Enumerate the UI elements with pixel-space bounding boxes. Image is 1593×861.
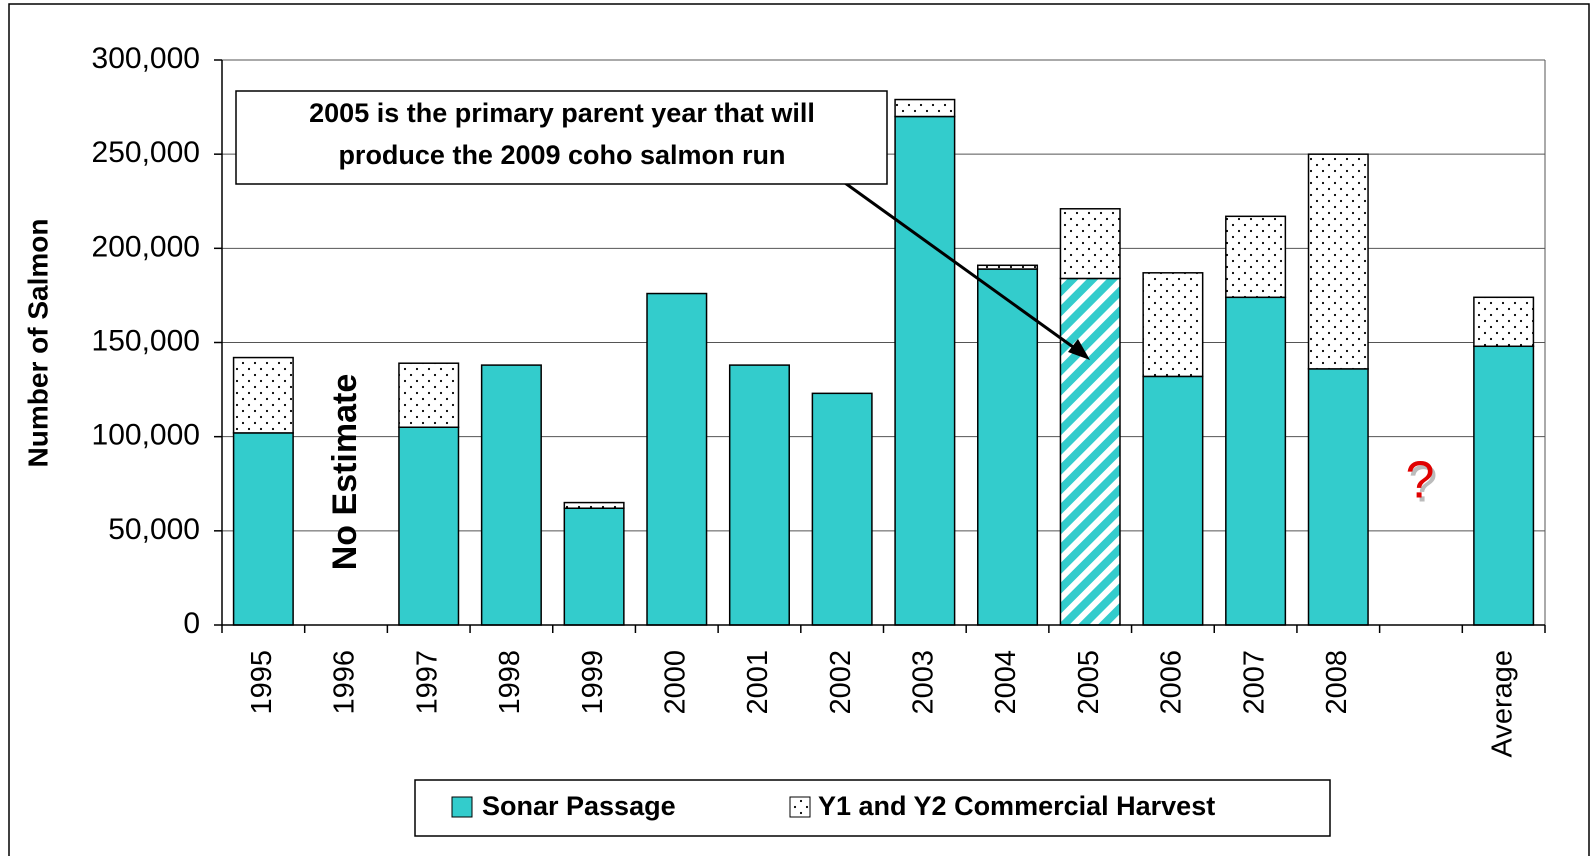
x-tick-label: 1997: [411, 650, 443, 715]
bar-segment: [1142, 272, 1204, 378]
x-tick-label: 2004: [990, 650, 1022, 715]
y-tick-label: 200,000: [92, 230, 200, 263]
y-tick-label: 250,000: [92, 136, 200, 169]
legend-swatch: [451, 796, 473, 818]
bar-segment: [1307, 153, 1369, 370]
x-tick-label: 2000: [659, 650, 691, 715]
bar-segment: [977, 264, 1039, 270]
annotation-line: 2005 is the primary parent year that wil…: [309, 98, 815, 128]
bar-segment: [563, 501, 625, 509]
legend-box: [414, 779, 1331, 837]
x-tick-label: 2005: [1073, 650, 1105, 715]
x-tick-label: 1999: [577, 650, 609, 715]
y-tick-label: 100,000: [92, 419, 200, 452]
question-shadow: ?: [1409, 456, 1438, 514]
x-tick-label: 2007: [1238, 650, 1270, 715]
y-tick-label: 50,000: [108, 513, 200, 546]
annotation-box: [235, 90, 888, 185]
legend: Sonar Passage Y1 and Y2 Commercial Harve…: [414, 779, 1331, 837]
legend-swatch: [789, 796, 811, 818]
x-tick-label: 1998: [494, 650, 526, 715]
bar-segment: [646, 292, 708, 626]
annotation: 2005 is the primary parent year that wil…: [235, 90, 1090, 360]
bar-segment: [398, 426, 460, 626]
bar-segment: [1473, 345, 1535, 626]
y-tick-label: 150,000: [92, 324, 200, 357]
x-tick-label: Average: [1486, 650, 1518, 758]
y-axis-label: Number of Salmon: [22, 219, 53, 468]
bar-segment: [232, 432, 294, 626]
y-tick-label: 300,000: [92, 42, 200, 75]
bar-segment: [1059, 277, 1121, 626]
legend-label: Y1 and Y2 Commercial Harvest: [818, 791, 1215, 821]
bar-segment: [1142, 375, 1204, 626]
x-tick-label: 2003: [908, 650, 940, 715]
bar-segment: [811, 392, 873, 626]
no-estimate-label: No Estimate: [326, 374, 364, 571]
annotation-line: produce the 2009 coho salmon run: [338, 140, 785, 170]
bar-segment: [563, 507, 625, 626]
bar-segment: [977, 268, 1039, 626]
y-tick-label: 0: [183, 607, 200, 640]
frame: [8, 3, 1590, 861]
bar-segment: [1473, 296, 1535, 348]
bar-segment: [480, 364, 542, 626]
bar-segment: [1225, 215, 1287, 299]
x-tick-label: 2008: [1321, 650, 1353, 715]
bar-segment: [398, 362, 460, 429]
x-tick-label: 2002: [825, 650, 857, 715]
bar-segment: [1225, 296, 1287, 626]
x-tick-label: 2006: [1156, 650, 1188, 715]
bar-segment: [1059, 208, 1121, 280]
bar-segment: [894, 98, 956, 118]
x-tick-label: 1996: [329, 650, 361, 715]
x-tick-label: 1995: [246, 650, 278, 715]
annotation-arrow: [844, 181, 1081, 354]
legend-label: Sonar Passage: [482, 791, 676, 821]
bar-segment: [728, 364, 790, 626]
question-mark: ?: [1406, 452, 1435, 510]
arrowhead: [1068, 339, 1090, 360]
bar-segment: [1307, 368, 1369, 626]
x-tick-label: 2001: [742, 650, 774, 715]
bar-segment: [232, 356, 294, 434]
bar-segment: [894, 115, 956, 626]
